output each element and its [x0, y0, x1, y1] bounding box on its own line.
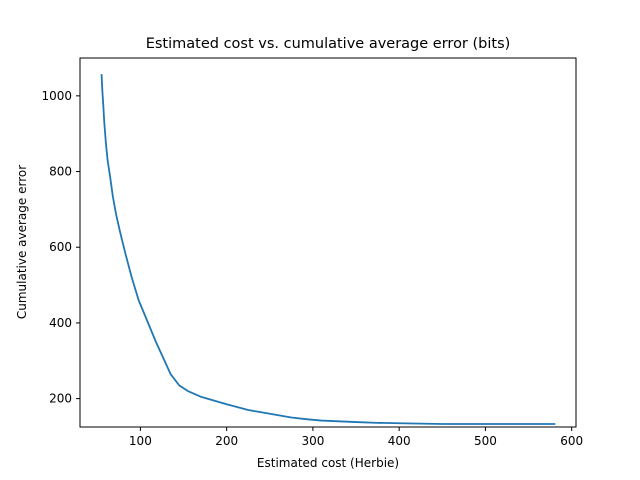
x-axis-label: Estimated cost (Herbie) — [257, 456, 399, 470]
y-tick-label: 400 — [49, 316, 72, 330]
plot-area — [100, 74, 556, 425]
x-tick-label: 300 — [301, 434, 324, 448]
x-tick-label: 200 — [215, 434, 238, 448]
axis-ticks: 100 200 300 400 500 600 200 400 600 800 1000 — [41, 89, 583, 448]
y-tick-label: 200 — [49, 392, 72, 406]
axes-frame — [79, 57, 577, 428]
x-tick-label: 500 — [474, 434, 497, 448]
chart-title: Estimated cost vs. cumulative average er… — [146, 36, 511, 52]
x-tick-label: 600 — [560, 434, 583, 448]
y-tick-label: 600 — [49, 240, 72, 254]
series-line — [100, 74, 556, 425]
y-tick-label: 800 — [49, 165, 72, 179]
y-tick-label: 1000 — [41, 89, 72, 103]
y-axis-label: Cumulative average error — [15, 165, 29, 319]
x-tick-label: 100 — [129, 434, 152, 448]
x-tick-label: 400 — [388, 434, 411, 448]
